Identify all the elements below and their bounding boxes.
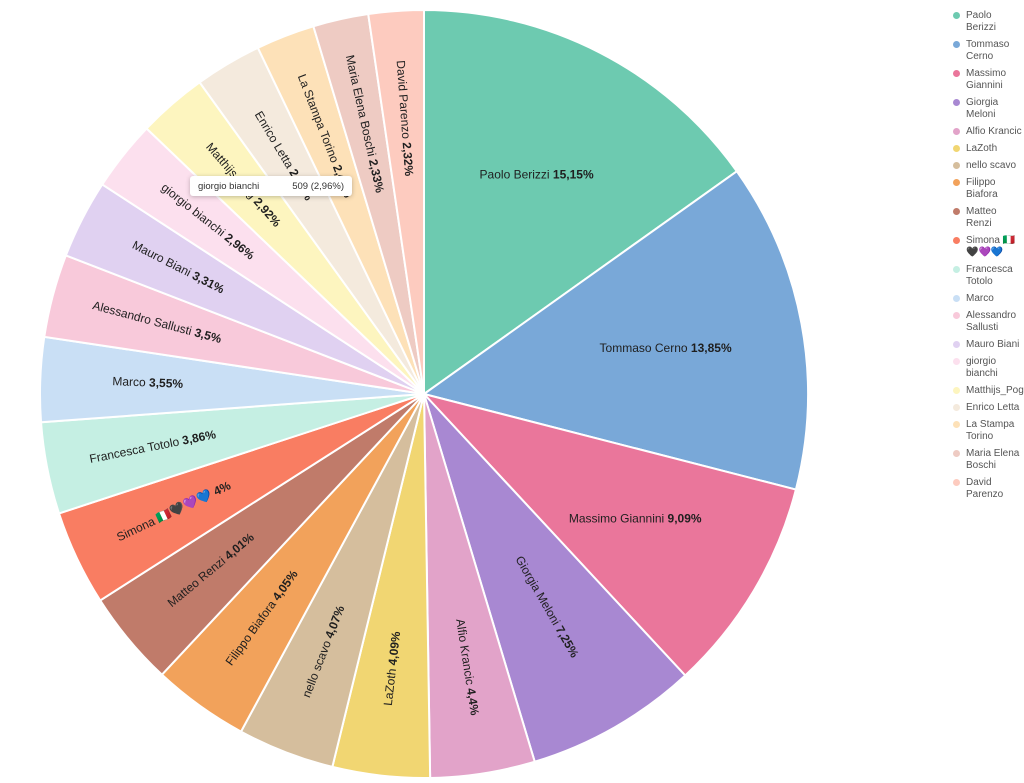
legend-label: Massimo Giannini [966,68,1007,91]
legend-label: giorgio bianchi [966,356,998,379]
legend-item-massimo-giannini[interactable]: Massimo Giannini [952,68,1024,92]
legend-item-maria-elena-boschi[interactable]: Maria Elena Boschi [952,448,1024,472]
legend-label: Maria Elena Boschi [966,448,1020,471]
legend-label: Mauro Biani [966,339,1020,350]
legend-swatch-icon [953,179,960,186]
legend-swatch-icon [953,12,960,19]
legend-item-marco[interactable]: Marco [952,293,1024,305]
legend-swatch-icon [953,358,960,365]
legend-label: Tommaso Cerno [966,39,1010,62]
legend-label: Giorgia Meloni [966,97,999,120]
slice-label-paolo-berizzi: Paolo Berizzi 15,15% [480,168,594,182]
slice-label-marco: Marco 3,55% [112,374,184,391]
legend-item-paolo-berizzi[interactable]: Paolo Berizzi [952,10,1024,34]
tooltip-name: giorgio bianchi [198,180,260,192]
pie-slice-massimo-giannini[interactable] [420,392,798,677]
legend-item-lazoth[interactable]: LaZoth [952,143,1024,155]
legend-item-giorgia-meloni[interactable]: Giorgia Meloni [952,97,1024,121]
legend-label: Alessandro Sallusti [966,310,1017,333]
legend-label: Simona 🇮🇹🖤💜💙 [966,235,1016,258]
legend-item-david-parenzo[interactable]: David Parenzo [952,477,1024,501]
slice-tooltip: giorgio bianchi 509 (2,96%) [190,176,352,196]
legend-swatch-icon [953,99,960,106]
legend-swatch-icon [953,479,960,486]
legend-label: Marco [966,293,994,304]
pie-slice-tommaso-cerno[interactable] [421,169,809,491]
legend-swatch-icon [953,404,960,411]
legend-item-francesca-totolo[interactable]: Francesca Totolo [952,264,1024,288]
legend-label: La Stampa Torino [966,419,1015,442]
legend-item-enrico-letta[interactable]: Enrico Letta [952,402,1024,414]
legend-swatch-icon [953,421,960,428]
legend-label: LaZoth [966,143,998,154]
legend-label: Paolo Berizzi [966,10,997,33]
chart-legend: Paolo Berizzi Tommaso Cerno Massimo Gianni… [952,10,1024,506]
pie-slice-paolo-berizzi[interactable] [423,8,739,396]
legend-label: Filippo Biafora [966,177,998,200]
legend-swatch-icon [953,341,960,348]
legend-item-matteo-renzi[interactable]: Matteo Renzi [952,206,1024,230]
legend-swatch-icon [953,450,960,457]
legend-label: Enrico Letta [966,402,1020,413]
legend-item-la-stampa-torino[interactable]: La Stampa Torino [952,419,1024,443]
legend-item-simona[interactable]: Simona 🇮🇹🖤💜💙 [952,235,1024,259]
legend-swatch-icon [953,312,960,319]
legend-item-nello-scavo[interactable]: nello scavo [952,160,1024,172]
legend-label: David Parenzo [966,477,1004,500]
pie-slice-david-parenzo[interactable] [367,8,425,395]
legend-label: Matteo Renzi [966,206,997,229]
pie-slice-giorgia-meloni[interactable] [423,393,687,763]
slice-label-tommaso-cerno: Tommaso Cerno 13,85% [600,341,732,355]
legend-label: nello scavo [966,160,1017,171]
legend-label: Matthijs_Pog [966,385,1024,396]
legend-swatch-icon [953,41,960,48]
legend-item-matthijs-pog[interactable]: Matthijs_Pog [952,385,1024,397]
tooltip-value: 509 (2,96%) [292,180,344,192]
slice-label-lazoth: LaZoth 4,09% [381,630,403,706]
legend-swatch-icon [953,237,960,244]
legend-label: Francesca Totolo [966,264,1013,287]
slice-label-massimo-giannini: Massimo Giannini 9,09% [569,512,702,526]
legend-label: Alfio Krancic [966,126,1022,137]
legend-swatch-icon [953,145,960,152]
legend-item-giorgio-bianchi[interactable]: giorgio bianchi [952,356,1024,380]
legend-item-alessandro-sallusti[interactable]: Alessandro Sallusti [952,310,1024,334]
legend-swatch-icon [953,70,960,77]
legend-item-tommaso-cerno[interactable]: Tommaso Cerno [952,39,1024,63]
legend-swatch-icon [953,162,960,169]
legend-item-filippo-biafora[interactable]: Filippo Biafora [952,177,1024,201]
legend-swatch-icon [953,387,960,394]
legend-swatch-icon [953,208,960,215]
slice-label-david-parenzo: David Parenzo 2,32% [393,60,415,177]
legend-swatch-icon [953,295,960,302]
legend-swatch-icon [953,128,960,135]
legend-swatch-icon [953,266,960,273]
legend-item-alfio-krancic[interactable]: Alfio Krancic [952,126,1024,138]
legend-item-mauro-biani[interactable]: Mauro Biani [952,339,1024,351]
